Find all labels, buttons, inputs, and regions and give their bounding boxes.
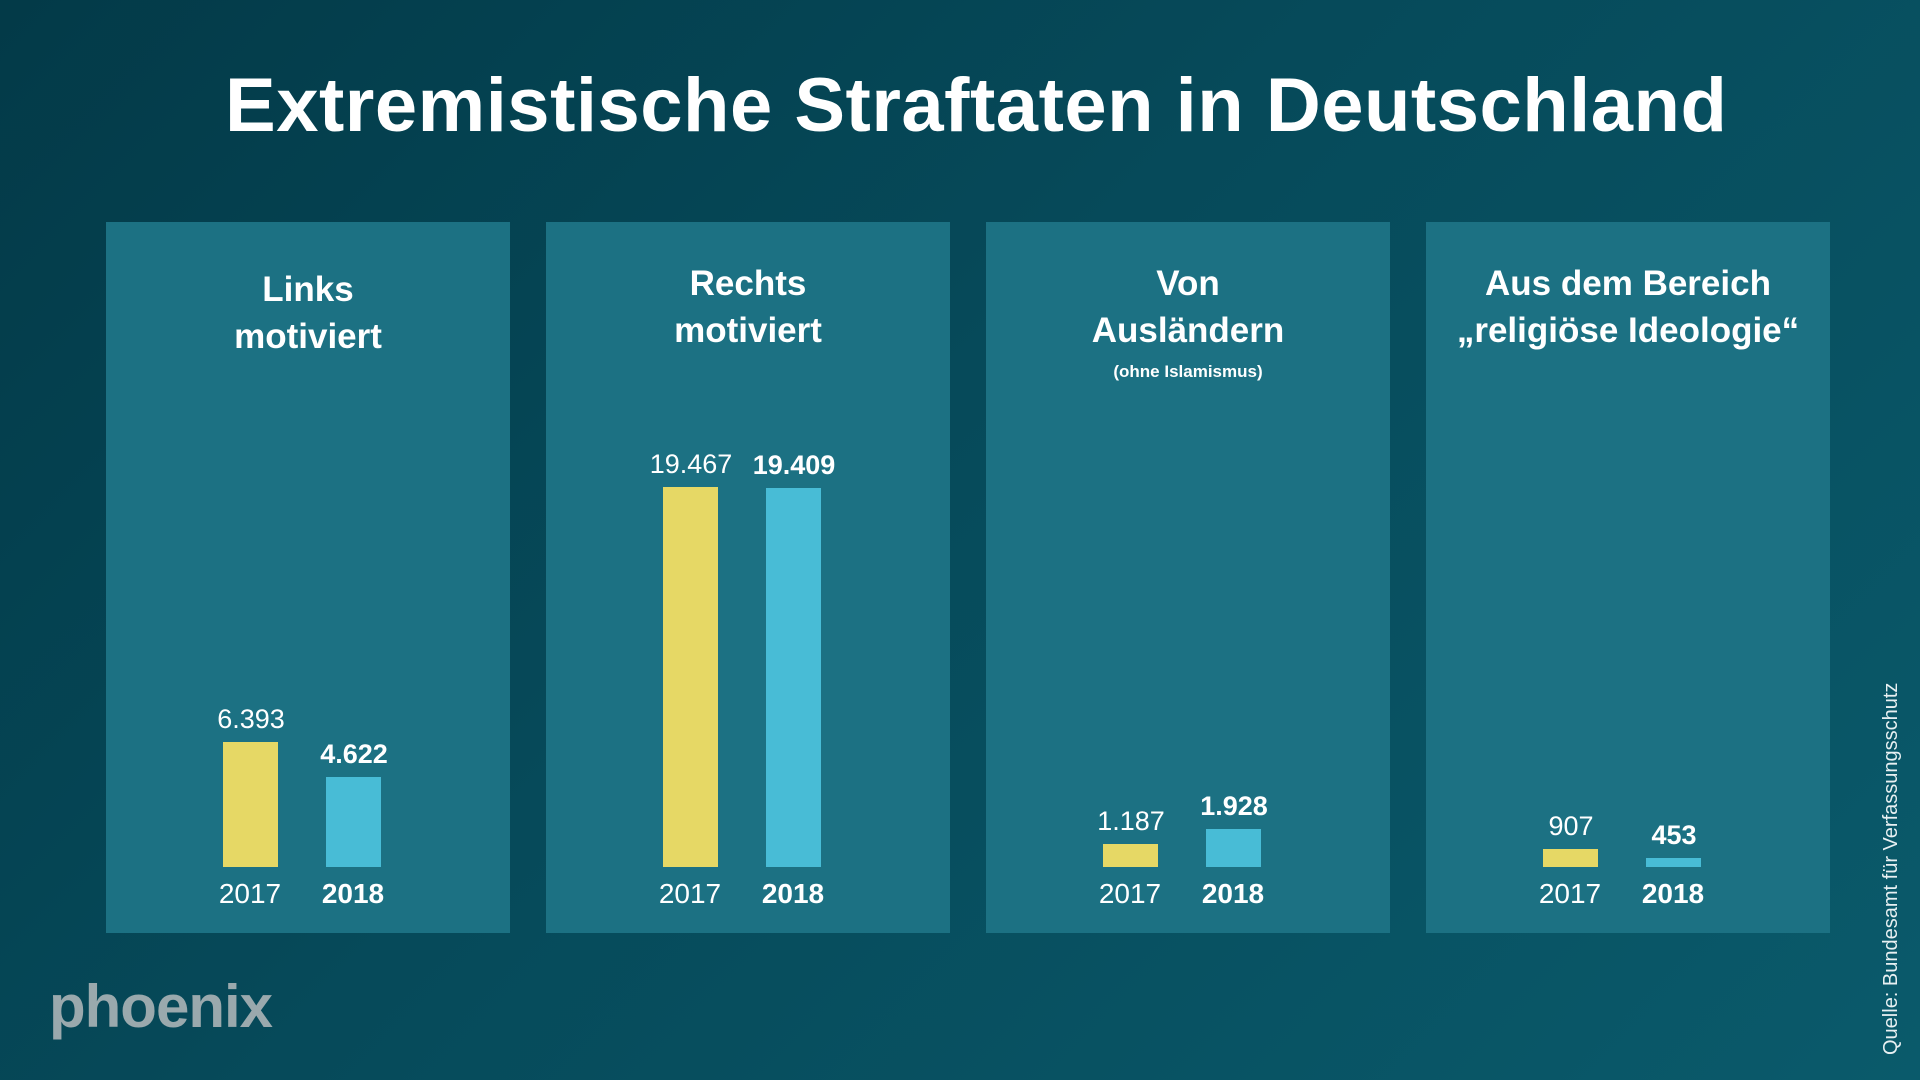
panel-title: Von Ausländern: [986, 260, 1390, 354]
panel-subtitle: (ohne Islamismus): [1113, 362, 1263, 381]
panel-title-line: motiviert: [674, 311, 822, 350]
value-label: 907: [1548, 811, 1594, 842]
panel-title-line: Von: [1156, 264, 1220, 303]
year-label: 2018: [1201, 878, 1265, 909]
panel-title-line: motiviert: [234, 317, 382, 356]
phoenix-logo: phoenix: [49, 973, 273, 1040]
year-label: 2018: [321, 878, 385, 909]
panel-0: Links motiviert 6.393 2017 4.622 2018: [106, 222, 510, 933]
bar-2018: [1206, 829, 1261, 867]
panel-2: Von Ausländern (ohne Islamismus) 1.187 2017…: [986, 222, 1390, 933]
year-label: 2017: [1538, 878, 1602, 909]
panel-3: Aus dem Bereich „religiöse Ideologie“ 907…: [1426, 222, 1830, 933]
bar-2018: [326, 776, 381, 867]
value-label: 1.928: [1200, 791, 1268, 822]
value-label: 19.467: [649, 449, 733, 479]
bar-2017: [223, 742, 278, 867]
bar-2017: [1103, 843, 1158, 867]
panel-title: Links motiviert: [106, 266, 510, 360]
value-label: 6.393: [217, 704, 285, 735]
panel-1: Rechts motiviert 19.467 2017 19.409 2018: [546, 222, 950, 933]
year-label: 2018: [761, 878, 825, 909]
panel-title: Rechts motiviert: [546, 260, 950, 354]
source-note: Quelle: Bundesamt für Verfassungsschutz: [1880, 682, 1902, 1055]
value-label: 4.622: [320, 738, 388, 769]
panel-title: Aus dem Bereich „religiöse Ideologie“: [1426, 260, 1830, 354]
year-label: 2017: [218, 878, 282, 909]
bar-2017: [663, 487, 718, 867]
bar-2017: [1543, 849, 1598, 867]
panel-title-line: Links: [262, 270, 354, 309]
value-label: 453: [1651, 820, 1697, 851]
panel-title-line: „religiöse Ideologie“: [1456, 311, 1800, 350]
panel-title-line: Aus dem Bereich: [1485, 264, 1771, 303]
year-label: 2017: [658, 878, 722, 909]
value-label: 19.409: [752, 450, 836, 481]
panel-title-line: Rechts: [689, 264, 807, 303]
chart-title: Extremistische Straftaten in Deutschland: [225, 63, 1728, 148]
year-label: 2018: [1641, 878, 1705, 909]
bar-2018: [1646, 858, 1701, 867]
value-label: 1.187: [1097, 805, 1165, 836]
panel-title-line: Ausländern: [1091, 311, 1285, 350]
bar-2018: [766, 488, 821, 867]
year-label: 2017: [1098, 878, 1162, 909]
